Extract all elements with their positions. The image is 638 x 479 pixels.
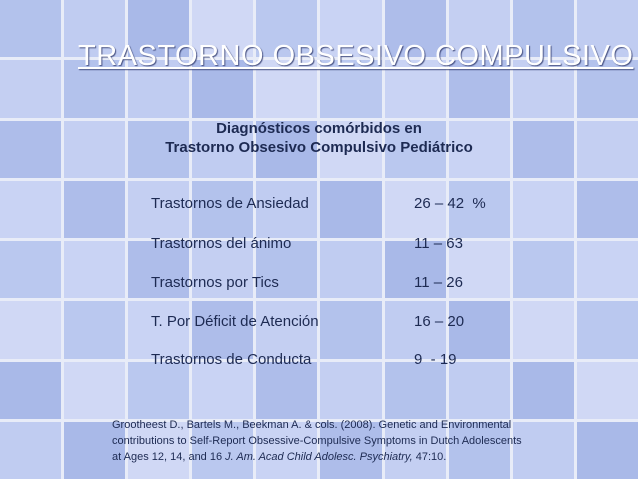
background-tile xyxy=(128,361,190,419)
comorbidity-value-mood: 11 – 63 xyxy=(414,235,463,252)
background-tile xyxy=(0,180,62,238)
background-tile xyxy=(384,180,446,238)
background-tile xyxy=(128,241,190,299)
background-tile xyxy=(512,301,574,359)
background-tile xyxy=(576,180,638,238)
background-tile xyxy=(512,421,574,479)
comorbidity-value-adhd: 16 – 20 xyxy=(414,313,465,330)
background-tile xyxy=(320,0,382,58)
background-tile xyxy=(64,180,126,238)
background-tile xyxy=(320,60,382,118)
background-tile xyxy=(192,241,254,299)
reference-text: Grootheest D., Bartels M., Beekman A. & … xyxy=(112,419,522,463)
background-tile xyxy=(0,301,62,359)
background-tile xyxy=(64,0,126,58)
background-tile xyxy=(0,60,62,118)
background-tile xyxy=(512,241,574,299)
background-tile xyxy=(192,361,254,419)
background-tile xyxy=(192,180,254,238)
background-tile xyxy=(192,301,254,359)
background-tile xyxy=(384,0,446,58)
background-tile xyxy=(576,301,638,359)
background-tile xyxy=(128,120,190,178)
background-tile xyxy=(64,241,126,299)
background-tile xyxy=(192,421,254,479)
comorbidity-label-adhd: T. Por Déficit de Atención xyxy=(151,313,319,330)
subtitle-line-1: Diagnósticos comórbidos en xyxy=(216,120,422,137)
background-tile xyxy=(192,60,254,118)
background-tile xyxy=(448,0,510,58)
background-tile xyxy=(128,301,190,359)
background-tile xyxy=(256,120,318,178)
background-tile xyxy=(576,241,638,299)
background-tile xyxy=(384,241,446,299)
comorbidity-label-mood: Trastornos del ánimo xyxy=(151,235,292,252)
background-tile xyxy=(192,0,254,58)
background-tile xyxy=(320,421,382,479)
background-tile xyxy=(256,361,318,419)
background-tile xyxy=(192,120,254,178)
background-tile xyxy=(256,0,318,58)
background-tile xyxy=(320,120,382,178)
background-tile xyxy=(512,120,574,178)
background-tile xyxy=(448,361,510,419)
background-tile xyxy=(448,241,510,299)
background-tile xyxy=(512,60,574,118)
background-tile xyxy=(448,301,510,359)
background-tile xyxy=(128,421,190,479)
background-tile xyxy=(320,180,382,238)
background-tile xyxy=(64,361,126,419)
background-tile xyxy=(384,361,446,419)
background-tile xyxy=(384,301,446,359)
background-tile xyxy=(256,180,318,238)
comorbidity-label-conduct: Trastornos de Conducta xyxy=(151,351,312,368)
reference-volume: 47:10. xyxy=(415,451,447,463)
background-tile xyxy=(256,421,318,479)
background-tile xyxy=(512,180,574,238)
comorbidity-value-tics: 11 – 26 xyxy=(414,274,463,291)
background-tile xyxy=(384,421,446,479)
background-tile xyxy=(576,361,638,419)
comorbidity-value-conduct: 9 - 19 xyxy=(414,351,457,368)
background-tile xyxy=(128,180,190,238)
background-tile xyxy=(576,0,638,58)
background-tile xyxy=(64,301,126,359)
comorbidity-label-tics: Trastornos por Tics xyxy=(151,274,279,291)
background-tile xyxy=(448,180,510,238)
background-tile xyxy=(0,120,62,178)
background-tile xyxy=(0,0,62,58)
background-tile xyxy=(576,421,638,479)
comorbidity-label-anxiety: Trastornos de Ansiedad xyxy=(151,195,309,212)
comorbidity-value-anxiety: 26 – 42 % xyxy=(414,195,486,212)
background-tile xyxy=(384,120,446,178)
background-tile xyxy=(576,120,638,178)
slide-title: TRASTORNO OBSESIVO COMPULSIVO xyxy=(78,40,634,72)
subtitle-line-2: Trastorno Obsesivo Compulsivo Pediátrico xyxy=(165,139,473,156)
background-tile xyxy=(0,241,62,299)
background-tile xyxy=(0,421,62,479)
reference-citation: Grootheest D., Bartels M., Beekman A. & … xyxy=(112,417,532,465)
background-tile xyxy=(320,301,382,359)
background-tile xyxy=(64,60,126,118)
background-tile xyxy=(128,0,190,58)
background-tile xyxy=(512,361,574,419)
background-tile xyxy=(128,60,190,118)
background-tile xyxy=(384,60,446,118)
background-tile xyxy=(320,361,382,419)
background-tile xyxy=(0,361,62,419)
background-tile xyxy=(576,60,638,118)
background-tile xyxy=(64,120,126,178)
background-tile xyxy=(448,60,510,118)
background-tile xyxy=(320,241,382,299)
reference-journal: J. Am. Acad Child Adolesc. Psychiatry, xyxy=(225,451,413,463)
background-tile xyxy=(256,60,318,118)
background-tile xyxy=(256,301,318,359)
background-tile xyxy=(512,0,574,58)
background-tile xyxy=(256,241,318,299)
background-tile xyxy=(448,120,510,178)
background-tile xyxy=(64,421,126,479)
background-tile xyxy=(448,421,510,479)
